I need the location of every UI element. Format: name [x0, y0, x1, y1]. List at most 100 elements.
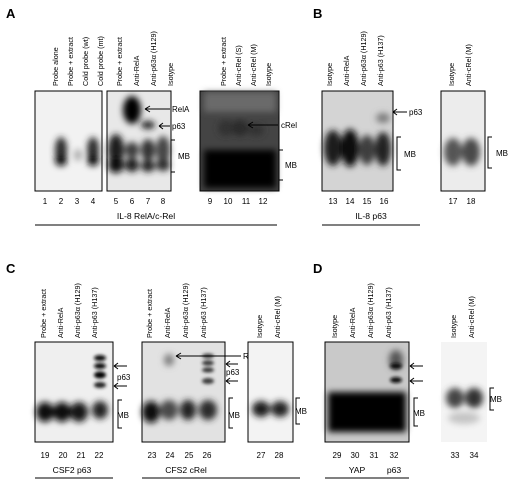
lane-label-11: Anti-cRel (M) [249, 44, 258, 86]
lane-label-27: Isotype [255, 315, 264, 338]
lane-label-14: Anti-RelA [342, 55, 351, 86]
arrow-icon [158, 122, 170, 130]
arrow-icon [225, 360, 238, 368]
caption-a: IL-8 RelA/c-Rel [117, 211, 175, 221]
gel-b1-bands [324, 113, 391, 167]
gel-a2-bands [108, 96, 170, 173]
lane-label-19: Probe + extract [39, 289, 48, 338]
lane-label-33: Isotype [449, 315, 458, 338]
annotation-crel-a: cRel [281, 121, 297, 130]
annotation-mb-c2: MB [228, 411, 240, 420]
lane-label-30: Anti-RelA [348, 307, 357, 338]
lane-label-10: Anti-cRel (S) [234, 45, 243, 86]
lane-label-12: Isotype [264, 63, 273, 86]
gel-a2: Probe + extract Anti-RelA Anti-p63α (H12… [106, 31, 190, 206]
gel-d2: Isotype Anti-cRel (M) 33 34 MB [441, 296, 502, 460]
gel-c1-bands [36, 401, 108, 422]
mb-bracket [278, 149, 283, 181]
lane-label-24: Anti-RelA [163, 307, 172, 338]
panel-d: D Isotype Anti-RelA Anti-p63α (H129) Ant… [313, 261, 502, 479]
caption-c2: CFS2 cRel [165, 465, 207, 475]
lane-label-20: Anti-RelA [56, 307, 65, 338]
lane-number-11: 11 [242, 197, 251, 206]
lane-number-16: 16 [380, 197, 389, 206]
gel-d1-supershift [390, 363, 402, 383]
lane-number-24: 24 [166, 451, 175, 460]
annotation-mb-a2: MB [178, 152, 190, 161]
lane-label-31: Anti-p63α (H129) [366, 283, 375, 338]
lane-number-31: 31 [370, 451, 379, 460]
lane-number-4: 4 [91, 197, 96, 206]
lane-number-8: 8 [161, 197, 166, 206]
caption-c1: CSF2 p63 [53, 465, 92, 475]
gel-c2: Probe + extract Anti-RelA Anti-p63α (H12… [141, 283, 261, 460]
lane-label-32: Anti-p63 (H137) [384, 287, 393, 338]
annotation-mb-d2: MB [490, 395, 502, 404]
panel-letter-c: C [6, 261, 16, 276]
gel-d2-bands [446, 388, 483, 424]
lane-label-8: Isotype [166, 63, 175, 86]
lane-label-25: Anti-p63α (H129) [181, 283, 190, 338]
arrow-icon [409, 362, 423, 370]
gel-c1: Probe + extract Anti-RelA Anti-p63α (H12… [34, 283, 131, 460]
annotation-p63-c2: p63 [226, 368, 240, 377]
lane-number-17: 17 [449, 197, 458, 206]
lane-label-6: Anti-RelA [132, 55, 141, 86]
gel-b1: Isotype Anti-RelA Anti-p63α (H129) Anti-… [321, 31, 423, 206]
lane-number-26: 26 [203, 451, 212, 460]
lane-number-27: 27 [257, 451, 266, 460]
gel-d1: Isotype Anti-RelA Anti-p63α (H129) Anti-… [324, 283, 425, 460]
lane-label-21: Anti-p63α (H129) [73, 283, 82, 338]
arrow-icon [409, 377, 423, 385]
mb-bracket [487, 136, 492, 169]
gel-b2-bands [444, 138, 480, 166]
gel-c2-frame [141, 341, 226, 443]
lane-number-30: 30 [351, 451, 360, 460]
lane-label-4: Cold probe (mt) [96, 36, 105, 86]
lane-label-34: Anti-cRel (M) [467, 296, 476, 338]
lane-number-21: 21 [77, 451, 86, 460]
panel-letter-b: B [313, 6, 322, 21]
mb-bracket [489, 387, 494, 411]
gel-c3-bands [252, 401, 289, 417]
lane-number-28: 28 [275, 451, 284, 460]
lane-number-3: 3 [75, 197, 80, 206]
panel-c: C Probe + extract Anti-RelA Anti-p63α (H… [6, 261, 307, 479]
lane-label-22: Anti-p63 (H137) [90, 287, 99, 338]
panel-letter-a: A [6, 6, 16, 21]
lane-label-15: Anti-p63α (H129) [359, 31, 368, 86]
lane-label-9: Probe + extract [219, 37, 228, 86]
gel-c2-supershift [202, 353, 214, 384]
arrow-icon [113, 382, 127, 390]
lane-number-1: 1 [43, 197, 48, 206]
lane-label-13: Isotype [325, 63, 334, 86]
mb-bracket [170, 139, 175, 173]
gel-c2-bands [142, 354, 217, 423]
lane-label-7: Anti-p63α (H129) [149, 31, 158, 86]
panel-a: A Probe alone Probe + extract Cold probe… [6, 6, 297, 226]
annotation-p63-b: p63 [409, 108, 423, 117]
lane-number-19: 19 [41, 451, 50, 460]
mb-bracket [228, 397, 233, 429]
lane-number-18: 18 [467, 197, 476, 206]
lane-number-32: 32 [390, 451, 399, 460]
lane-number-23: 23 [148, 451, 157, 460]
gel-c1-supershift [94, 355, 106, 388]
lane-number-34: 34 [470, 451, 479, 460]
lane-number-12: 12 [259, 197, 268, 206]
arrow-icon [175, 352, 241, 360]
lane-number-15: 15 [363, 197, 372, 206]
annotation-p63-a: p63 [172, 122, 186, 131]
gel-d1-bands [328, 350, 406, 432]
arrow-icon [144, 105, 170, 113]
lane-number-25: 25 [185, 451, 194, 460]
gel-b2: Isotype Anti-cRel (M) 17 18 MB [440, 44, 508, 206]
lane-number-14: 14 [346, 197, 355, 206]
panel-b: B Isotype Anti-RelA Anti-p63α (H129) Ant… [313, 6, 508, 226]
lane-number-10: 10 [224, 197, 233, 206]
mb-bracket [413, 397, 418, 427]
lane-label-18: Anti-cRel (M) [464, 44, 473, 86]
caption-b: IL-8 p63 [355, 211, 387, 221]
arrow-icon [392, 108, 407, 116]
